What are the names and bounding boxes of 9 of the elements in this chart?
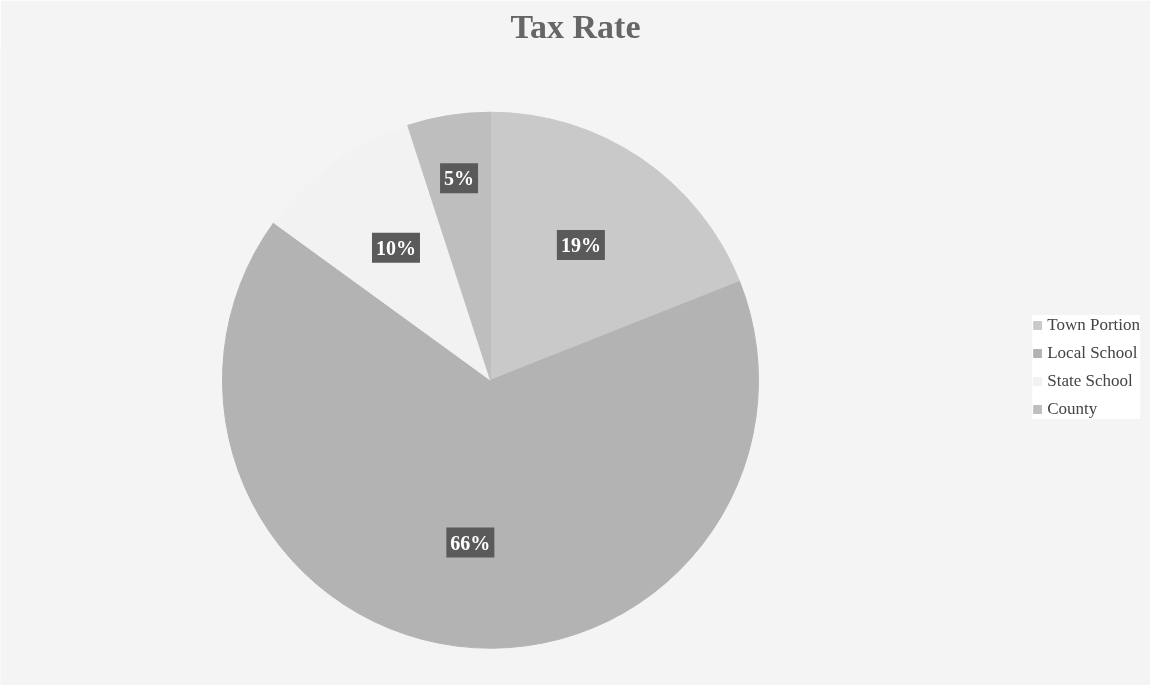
legend-label: County: [1047, 399, 1098, 419]
data-label: 19%: [560, 233, 601, 256]
chart-title: Tax Rate: [510, 7, 641, 45]
legend-label: State School: [1047, 371, 1133, 391]
data-label: 5%: [444, 167, 475, 190]
data-label: 10%: [375, 236, 416, 259]
legend-label: Town Portion: [1047, 315, 1140, 335]
data-label: 66%: [450, 531, 491, 554]
legend-label: Local School: [1047, 343, 1138, 363]
